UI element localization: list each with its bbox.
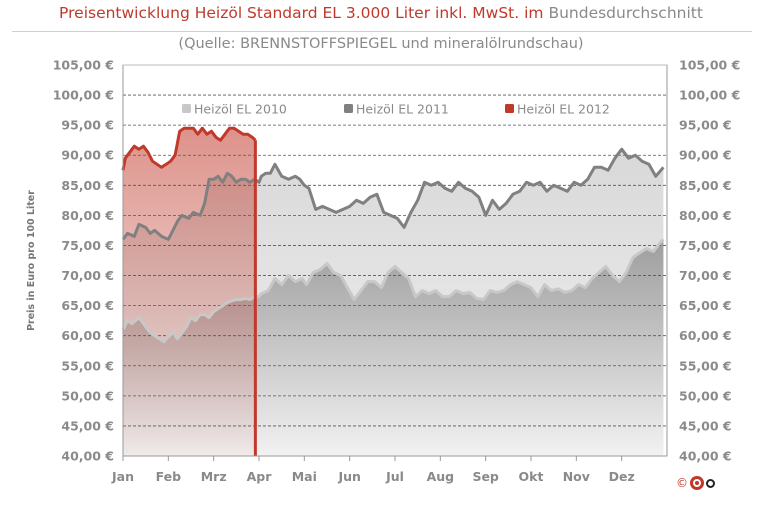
title-divider bbox=[12, 31, 752, 32]
series-area-2 bbox=[123, 128, 256, 456]
ytick-left-10: 90,00 € bbox=[61, 148, 114, 163]
chart-title-region: Bundesdurchschnitt bbox=[548, 4, 703, 22]
ytick-right-8: 80,00 € bbox=[679, 208, 732, 223]
ytick-left-0: 40,00 € bbox=[61, 449, 114, 464]
y-axis-label: Preis in Euro pro 100 Liter bbox=[26, 190, 37, 331]
series-area-0 bbox=[123, 239, 664, 456]
xtick-4: Mai bbox=[292, 469, 317, 484]
ytick-right-10: 90,00 € bbox=[679, 148, 732, 163]
series-areas bbox=[123, 128, 664, 456]
xtick-6: Jul bbox=[385, 469, 404, 484]
ytick-left-9: 85,00 € bbox=[61, 178, 114, 193]
ytick-right-0: 40,00 € bbox=[679, 449, 732, 464]
ytick-left-1: 45,00 € bbox=[61, 418, 114, 433]
legend-label-0: Heizöl EL 2010 bbox=[194, 102, 287, 117]
xtick-0: Jan bbox=[111, 469, 134, 484]
ytick-left-12: 100,00 € bbox=[53, 88, 114, 103]
xtick-2: Mrz bbox=[201, 469, 227, 484]
series-line-0 bbox=[121, 238, 665, 344]
ytick-right-9: 85,00 € bbox=[679, 178, 732, 193]
legend-label-2: Heizöl EL 2012 bbox=[517, 102, 610, 117]
ytick-right-4: 60,00 € bbox=[679, 328, 732, 343]
cesio-logo-icon bbox=[690, 476, 704, 490]
ytick-right-12: 100,00 € bbox=[679, 88, 740, 103]
ytick-left-4: 60,00 € bbox=[61, 328, 114, 343]
xtick-11: Dez bbox=[609, 469, 635, 484]
copyright-symbol: © bbox=[676, 476, 688, 490]
ytick-left-2: 50,00 € bbox=[61, 388, 114, 403]
xtick-1: Feb bbox=[156, 469, 182, 484]
chart-title: Preisentwicklung Heizöl Standard EL 3.00… bbox=[0, 4, 762, 22]
series-line-1 bbox=[121, 147, 665, 241]
ytick-right-13: 105,00 € bbox=[679, 58, 740, 73]
ytick-left-13: 105,00 € bbox=[53, 58, 114, 73]
ytick-left-7: 75,00 € bbox=[61, 238, 114, 253]
ytick-right-11: 95,00 € bbox=[679, 118, 732, 133]
xtick-10: Nov bbox=[563, 469, 590, 484]
copyright-mark: © bbox=[676, 476, 715, 490]
chart-subtitle: (Quelle: BRENNSTOFFSPIEGEL und mineralöl… bbox=[178, 36, 584, 52]
xtick-5: Jun bbox=[337, 469, 360, 484]
legend-label-1: Heizöl EL 2011 bbox=[356, 102, 449, 117]
ytick-left-8: 80,00 € bbox=[61, 208, 114, 223]
ytick-right-7: 75,00 € bbox=[679, 238, 732, 253]
ytick-right-3: 55,00 € bbox=[679, 358, 732, 373]
ytick-left-11: 95,00 € bbox=[61, 118, 114, 133]
series-line-2 bbox=[121, 126, 257, 171]
chart-title-main: Preisentwicklung Heizöl Standard EL 3.00… bbox=[59, 4, 544, 22]
xtick-7: Aug bbox=[427, 469, 455, 484]
ytick-left-5: 65,00 € bbox=[61, 298, 114, 313]
ytick-right-1: 45,00 € bbox=[679, 418, 732, 433]
ytick-left-3: 55,00 € bbox=[61, 358, 114, 373]
xtick-8: Sep bbox=[472, 469, 498, 484]
legend: Heizöl EL 2010 Heizöl EL 2011 Heizöl EL 20… bbox=[182, 102, 610, 117]
ytick-right-6: 70,00 € bbox=[679, 268, 732, 283]
legend-swatch-1 bbox=[344, 104, 353, 113]
xtick-9: Okt bbox=[519, 469, 544, 484]
series-lines bbox=[121, 126, 665, 456]
logo-ring-icon bbox=[706, 478, 715, 488]
gridlines bbox=[123, 94, 667, 427]
ytick-left-6: 70,00 € bbox=[61, 268, 114, 283]
axes: 40,00 € 40,00 € 45,00 € 45,00 € 50,00 € 50,00… bbox=[26, 58, 740, 485]
legend-swatch-2 bbox=[505, 104, 514, 113]
xtick-3: Apr bbox=[247, 469, 273, 484]
ytick-right-5: 65,00 € bbox=[679, 298, 732, 313]
ytick-right-2: 50,00 € bbox=[679, 388, 732, 403]
legend-swatch-0 bbox=[182, 104, 191, 113]
